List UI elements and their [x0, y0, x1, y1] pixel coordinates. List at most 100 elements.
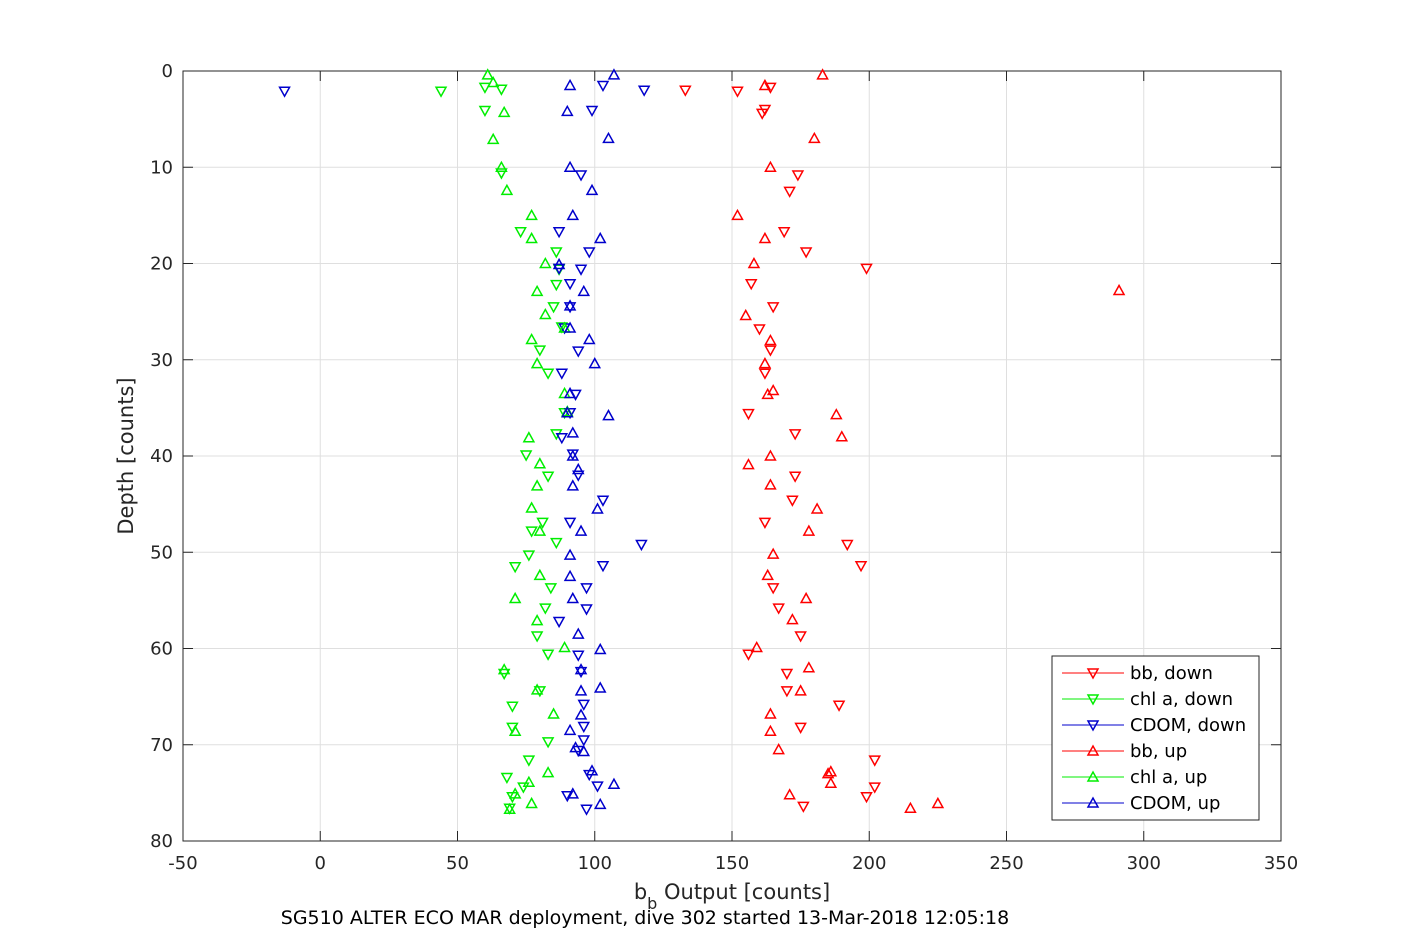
data-point-marker: [808, 131, 821, 144]
data-point-marker: [563, 548, 577, 560]
data-point-marker: [561, 791, 574, 803]
data-point-marker: [794, 631, 807, 643]
data-point-marker: [574, 264, 588, 276]
data-point-marker: [580, 583, 593, 595]
data-point-marker: [533, 345, 547, 357]
data-point-marker: [854, 560, 868, 573]
legend-label: bb, up: [1130, 741, 1187, 762]
data-point-marker: [539, 603, 552, 615]
data-point-marker: [860, 791, 873, 804]
data-point-marker: [574, 684, 588, 696]
data-point-marker: [607, 777, 621, 789]
data-point-marker: [1112, 283, 1126, 296]
x-tick-label: 250: [989, 853, 1023, 874]
data-point-marker: [764, 160, 777, 172]
data-point-marker: [547, 302, 560, 314]
legend-marker: [1086, 720, 1100, 732]
data-point-marker: [533, 686, 547, 698]
data-point-marker: [931, 796, 945, 809]
series-bb-up: [731, 68, 1126, 814]
data-point-marker: [544, 583, 558, 595]
x-tick-label: 50: [446, 853, 469, 874]
legend-items: bb, down chl a, down CDOM, down bb, up chl a…: [1062, 663, 1246, 814]
data-point-marker: [500, 772, 514, 785]
data-point-marker: [830, 408, 843, 420]
data-point-marker: [530, 284, 544, 297]
data-point-marker: [563, 278, 577, 291]
data-point-marker: [563, 517, 577, 529]
data-point-marker: [522, 755, 536, 767]
legend-label: bb, down: [1130, 663, 1213, 684]
data-point-marker: [555, 368, 569, 380]
legend-marker: [1086, 668, 1100, 680]
data-point-marker: [552, 257, 566, 270]
series-cdom-up: [552, 68, 621, 810]
data-point-marker: [742, 458, 755, 470]
data-point-marker: [500, 183, 514, 196]
data-point-marker: [572, 627, 585, 639]
data-point-marker: [555, 432, 569, 445]
data-point-marker: [593, 231, 607, 244]
data-point-marker: [841, 539, 854, 552]
x-axis-label-main: b: [634, 880, 647, 904]
y-tick-label: 40: [150, 446, 173, 467]
legend-marker: [1086, 694, 1100, 706]
axis-ticks: [182, 70, 1282, 842]
data-point-marker: [596, 560, 610, 573]
data-point-marker: [574, 524, 588, 536]
y-tick-label: 30: [150, 350, 173, 371]
data-point-marker: [791, 170, 805, 182]
data-point-marker: [566, 591, 580, 604]
data-point-marker: [533, 457, 547, 469]
y-tick-label: 0: [162, 61, 173, 82]
data-point-marker: [580, 604, 593, 616]
data-point-marker: [783, 186, 796, 198]
data-point-marker: [577, 735, 591, 747]
data-point-marker: [530, 614, 544, 626]
data-point-marker: [577, 699, 591, 711]
data-point-marker: [753, 324, 766, 336]
data-point-marker: [563, 321, 577, 333]
y-tick-label: 70: [150, 735, 173, 756]
data-point-marker: [835, 430, 849, 442]
data-point-marker: [802, 524, 816, 536]
x-tick-label: 150: [715, 853, 749, 874]
data-point-marker: [635, 539, 648, 552]
data-point-marker: [582, 247, 596, 259]
legend-marker: [1086, 744, 1100, 756]
data-point-marker: [561, 104, 574, 117]
data-point-marker: [593, 681, 607, 693]
x-tick-label: 300: [1127, 853, 1161, 874]
data-point-marker: [764, 345, 777, 357]
data-point-marker: [591, 502, 604, 514]
data-point-marker: [563, 302, 577, 314]
y-tick-label: 50: [150, 542, 173, 563]
data-point-marker: [742, 408, 755, 421]
data-point-marker: [596, 495, 610, 507]
legend-marker: [1086, 770, 1100, 782]
legend-label: CDOM, up: [1130, 793, 1220, 814]
data-point-marker: [637, 85, 651, 97]
data-point-marker: [569, 741, 582, 753]
data-point-marker: [593, 797, 607, 810]
data-point-marker: [572, 650, 585, 662]
data-point-marker: [508, 591, 522, 604]
data-point-marker: [519, 450, 533, 462]
data-point-marker: [802, 661, 816, 673]
data-point-marker: [541, 737, 555, 749]
data-point-marker: [824, 776, 838, 788]
data-point-marker: [758, 517, 772, 529]
data-point-marker: [566, 426, 580, 438]
data-point-marker: [868, 782, 882, 794]
data-point-marker: [525, 796, 538, 809]
x-tick-label: 100: [578, 853, 612, 874]
data-point-marker: [588, 357, 602, 369]
data-point-marker: [566, 449, 580, 461]
data-point-marker: [541, 649, 555, 661]
data-point-marker: [607, 68, 621, 80]
y-tick-label: 80: [150, 831, 173, 852]
data-point-marker: [563, 386, 577, 399]
data-point-marker: [563, 78, 577, 91]
data-point-marker: [530, 479, 544, 491]
data-point-marker: [541, 471, 555, 483]
